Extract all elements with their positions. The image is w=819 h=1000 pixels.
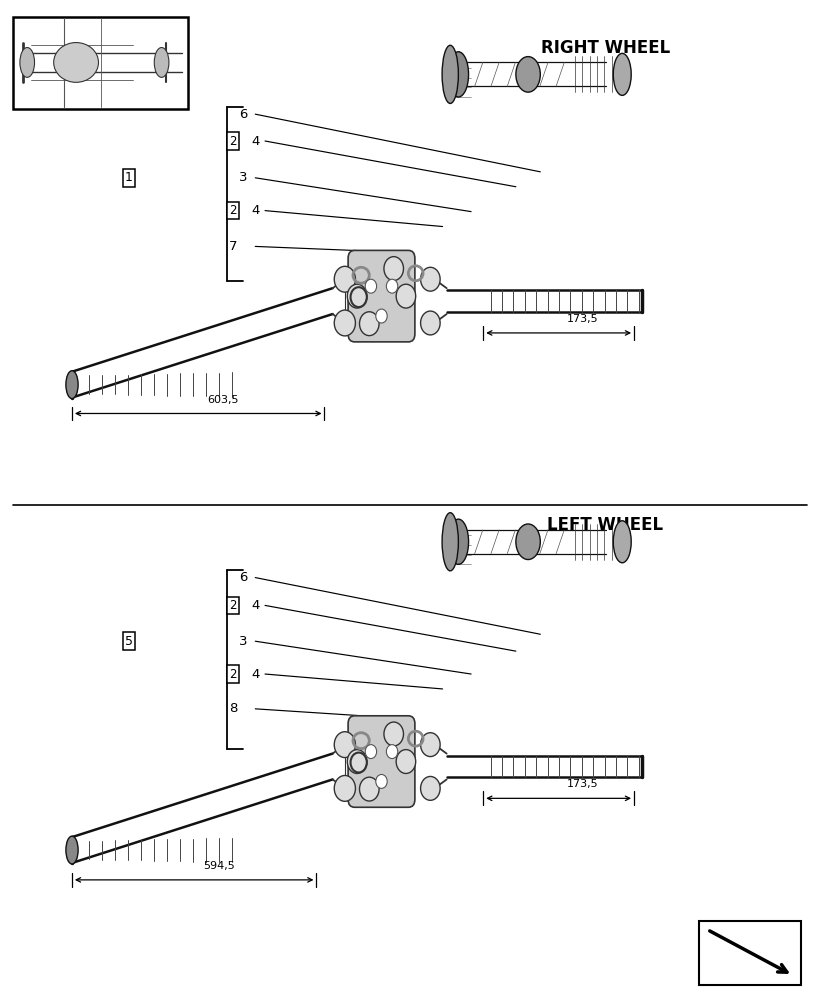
- Text: 4: 4: [251, 135, 259, 148]
- FancyBboxPatch shape: [348, 716, 414, 807]
- Ellipse shape: [613, 521, 631, 563]
- Ellipse shape: [66, 371, 78, 399]
- Text: 2: 2: [229, 668, 237, 681]
- Ellipse shape: [613, 53, 631, 95]
- Circle shape: [375, 774, 387, 788]
- Circle shape: [347, 750, 366, 773]
- Circle shape: [383, 257, 403, 281]
- Circle shape: [334, 775, 355, 801]
- Text: 6: 6: [238, 108, 247, 121]
- Text: LEFT WHEEL: LEFT WHEEL: [547, 516, 663, 534]
- Text: 3: 3: [238, 635, 247, 648]
- Ellipse shape: [515, 57, 540, 92]
- Circle shape: [420, 776, 440, 800]
- Text: RIGHT WHEEL: RIGHT WHEEL: [541, 39, 669, 57]
- Text: 4: 4: [251, 204, 259, 217]
- FancyBboxPatch shape: [348, 250, 414, 342]
- Circle shape: [359, 312, 378, 336]
- Text: 6: 6: [238, 571, 247, 584]
- Text: 173,5: 173,5: [567, 779, 598, 789]
- Circle shape: [347, 284, 366, 308]
- Circle shape: [420, 311, 440, 335]
- Circle shape: [396, 750, 415, 773]
- Bar: [12, 17, 188, 109]
- Circle shape: [386, 279, 397, 293]
- Text: 603,5: 603,5: [206, 395, 238, 405]
- Circle shape: [364, 279, 376, 293]
- Ellipse shape: [448, 52, 468, 97]
- Ellipse shape: [53, 43, 98, 82]
- Text: 594,5: 594,5: [202, 861, 234, 871]
- Text: 2: 2: [229, 135, 237, 148]
- Text: 5: 5: [124, 635, 133, 648]
- Ellipse shape: [515, 524, 540, 560]
- Text: 2: 2: [229, 599, 237, 612]
- Text: 3: 3: [238, 171, 247, 184]
- Circle shape: [334, 310, 355, 336]
- Ellipse shape: [20, 48, 34, 77]
- Circle shape: [383, 722, 403, 746]
- Text: 4: 4: [251, 599, 259, 612]
- Circle shape: [396, 284, 415, 308]
- Text: 8: 8: [229, 702, 238, 715]
- Ellipse shape: [66, 836, 78, 864]
- Bar: [699, 921, 800, 985]
- Ellipse shape: [441, 513, 458, 571]
- Circle shape: [420, 733, 440, 757]
- Circle shape: [334, 732, 355, 758]
- Ellipse shape: [441, 45, 458, 103]
- Circle shape: [420, 267, 440, 291]
- Text: 1: 1: [125, 171, 133, 184]
- Text: 7: 7: [229, 240, 238, 253]
- Circle shape: [375, 309, 387, 323]
- Text: 173,5: 173,5: [567, 314, 598, 324]
- Text: 2: 2: [229, 204, 237, 217]
- Circle shape: [334, 266, 355, 292]
- Ellipse shape: [448, 519, 468, 564]
- Circle shape: [359, 777, 378, 801]
- Text: 4: 4: [251, 668, 259, 681]
- Circle shape: [386, 745, 397, 759]
- Circle shape: [364, 745, 376, 759]
- Ellipse shape: [154, 48, 169, 77]
